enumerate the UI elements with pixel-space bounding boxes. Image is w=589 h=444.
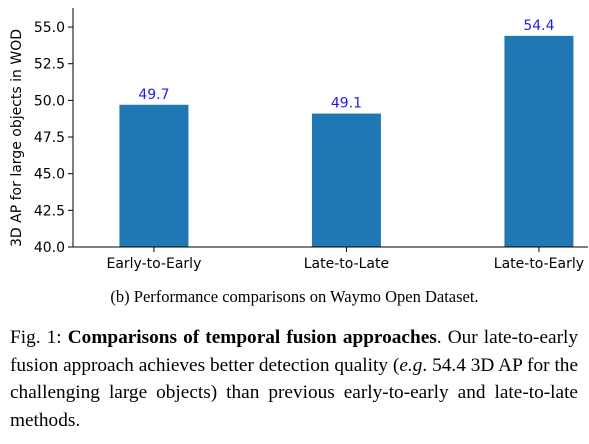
caption-body: . Our late-to-early fusion approach achi… — [10, 327, 578, 376]
subcaption: (b) Performance comparisons on Waymo Ope… — [110, 287, 479, 306]
bar-value-label: 49.7 — [138, 87, 169, 103]
caption-prefix: Fig. 1: — [10, 327, 68, 348]
y-tick-label: 50.0 — [34, 93, 65, 109]
x-tick-label: Late-to-Early — [494, 256, 584, 272]
x-tick-label: Early-to-Early — [106, 256, 201, 272]
bar-late-to-early — [504, 35, 574, 248]
x-axis-ticks: Early-to-Early Late-to-Late Late-to-Early — [106, 247, 584, 272]
bar-late-to-late — [311, 113, 381, 247]
bar-chart: 3D AP for large objects in WOD 40.042.54… — [9, 8, 588, 272]
bar-early-to-early — [119, 104, 189, 247]
caption-rest: . 54.4 3D AP for the challenging large o… — [10, 354, 578, 431]
caption-title: Comparisons of temporal fusion approache… — [67, 327, 437, 348]
bar-value-label: 49.1 — [331, 96, 362, 112]
y-tick-label: 55.0 — [34, 20, 65, 36]
bar-value-label: 54.4 — [523, 18, 554, 34]
bars: 49.7 49.1 54.4 — [119, 18, 574, 248]
y-tick-label: 45.0 — [34, 167, 65, 183]
figure-caption: Fig. 1: Comparisons of temporal fusion a… — [10, 324, 578, 434]
y-tick-label: 52.5 — [34, 57, 65, 73]
x-tick-label: Late-to-Late — [304, 256, 389, 272]
y-axis-ticks: 40.0 42.5 45.0 47.5 50.0 52.5 55.0 — [34, 20, 73, 256]
y-axis-label: 3D AP for large objects in WOD — [9, 29, 25, 247]
caption-eg: e.g — [399, 354, 423, 376]
y-tick-label: 42.5 — [34, 203, 65, 219]
y-tick-label: 40.0 — [34, 240, 65, 256]
y-tick-label: 47.5 — [34, 130, 65, 146]
